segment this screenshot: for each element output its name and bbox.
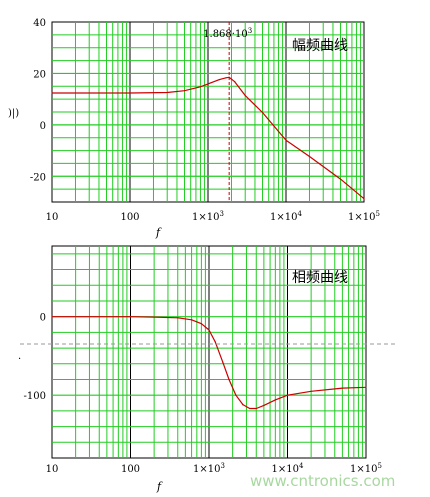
data-point <box>218 79 220 81</box>
x-tick-label: 10 <box>46 464 59 475</box>
data-point <box>285 139 287 141</box>
data-point <box>365 386 367 388</box>
x-tick-label: 1×105 <box>350 462 382 475</box>
y-tick-label: 20 <box>33 69 46 80</box>
y-axis-label: )|) <box>8 108 19 119</box>
data-point <box>341 387 343 389</box>
data-point <box>200 323 202 325</box>
y-tick-label: -100 <box>24 391 46 402</box>
phase-curve <box>52 316 367 410</box>
x-axis-label: f <box>156 480 163 493</box>
data-point <box>228 76 230 78</box>
y-tick-label: 0 <box>40 121 46 132</box>
data-point <box>242 404 244 406</box>
chart-title: 幅频曲线 <box>292 38 348 54</box>
x-tick-label: 100 <box>121 464 140 475</box>
magnitude-curve <box>52 76 365 200</box>
margin-mark: · <box>18 354 21 365</box>
data-point <box>363 198 365 200</box>
data-point <box>274 399 276 401</box>
data-point <box>249 407 251 410</box>
x-tick-label: 10 <box>46 212 59 223</box>
data-point <box>153 316 155 318</box>
data-point <box>177 317 179 319</box>
data-point <box>228 378 230 381</box>
x-tick-label: 1×103 <box>193 462 225 475</box>
phase-plot: 0 -100 10 100 1×103 1×104 1×105 f 相频曲线 <box>24 245 382 493</box>
data-point <box>244 94 246 97</box>
y-tick-label: 40 <box>33 18 46 29</box>
data-point <box>199 86 202 88</box>
data-point <box>308 155 311 158</box>
x-tick-label: 100 <box>120 212 139 223</box>
y-tick-label: -20 <box>30 172 46 183</box>
data-point <box>51 92 53 94</box>
data-point <box>255 407 257 410</box>
y-tick-label: 0 <box>40 313 46 324</box>
data-point <box>129 316 132 318</box>
data-point <box>235 394 237 396</box>
data-point <box>286 394 289 396</box>
x-tick-label: 1×105 <box>348 210 380 223</box>
data-point <box>166 91 168 94</box>
watermark: www.cntronics.com <box>250 472 395 490</box>
data-point <box>208 329 210 331</box>
data-point <box>261 111 264 114</box>
data-point <box>339 178 342 180</box>
data-point <box>225 77 227 79</box>
data-point <box>263 404 265 406</box>
data-point <box>129 92 131 94</box>
data-point <box>214 341 216 343</box>
x-tick-label: 1×104 <box>270 210 302 223</box>
data-point <box>190 319 193 321</box>
x-axis-label: f <box>155 226 162 239</box>
data-point <box>51 316 53 318</box>
x-tick-label: 1×103 <box>192 210 224 223</box>
data-point <box>234 81 236 83</box>
magnitude-plot: 40 20 0 -20 10 100 1×103 1×104 1×105 f )|) 幅频曲线 1.86… <box>8 18 380 239</box>
resonance-annotation: 1.868·103 <box>203 27 252 40</box>
data-point <box>222 361 224 363</box>
data-point <box>310 390 312 392</box>
data-point <box>183 90 186 92</box>
data-point <box>210 82 212 84</box>
x-tick-label: 1×104 <box>272 462 304 475</box>
chart-title: 相频曲线 <box>292 270 348 286</box>
